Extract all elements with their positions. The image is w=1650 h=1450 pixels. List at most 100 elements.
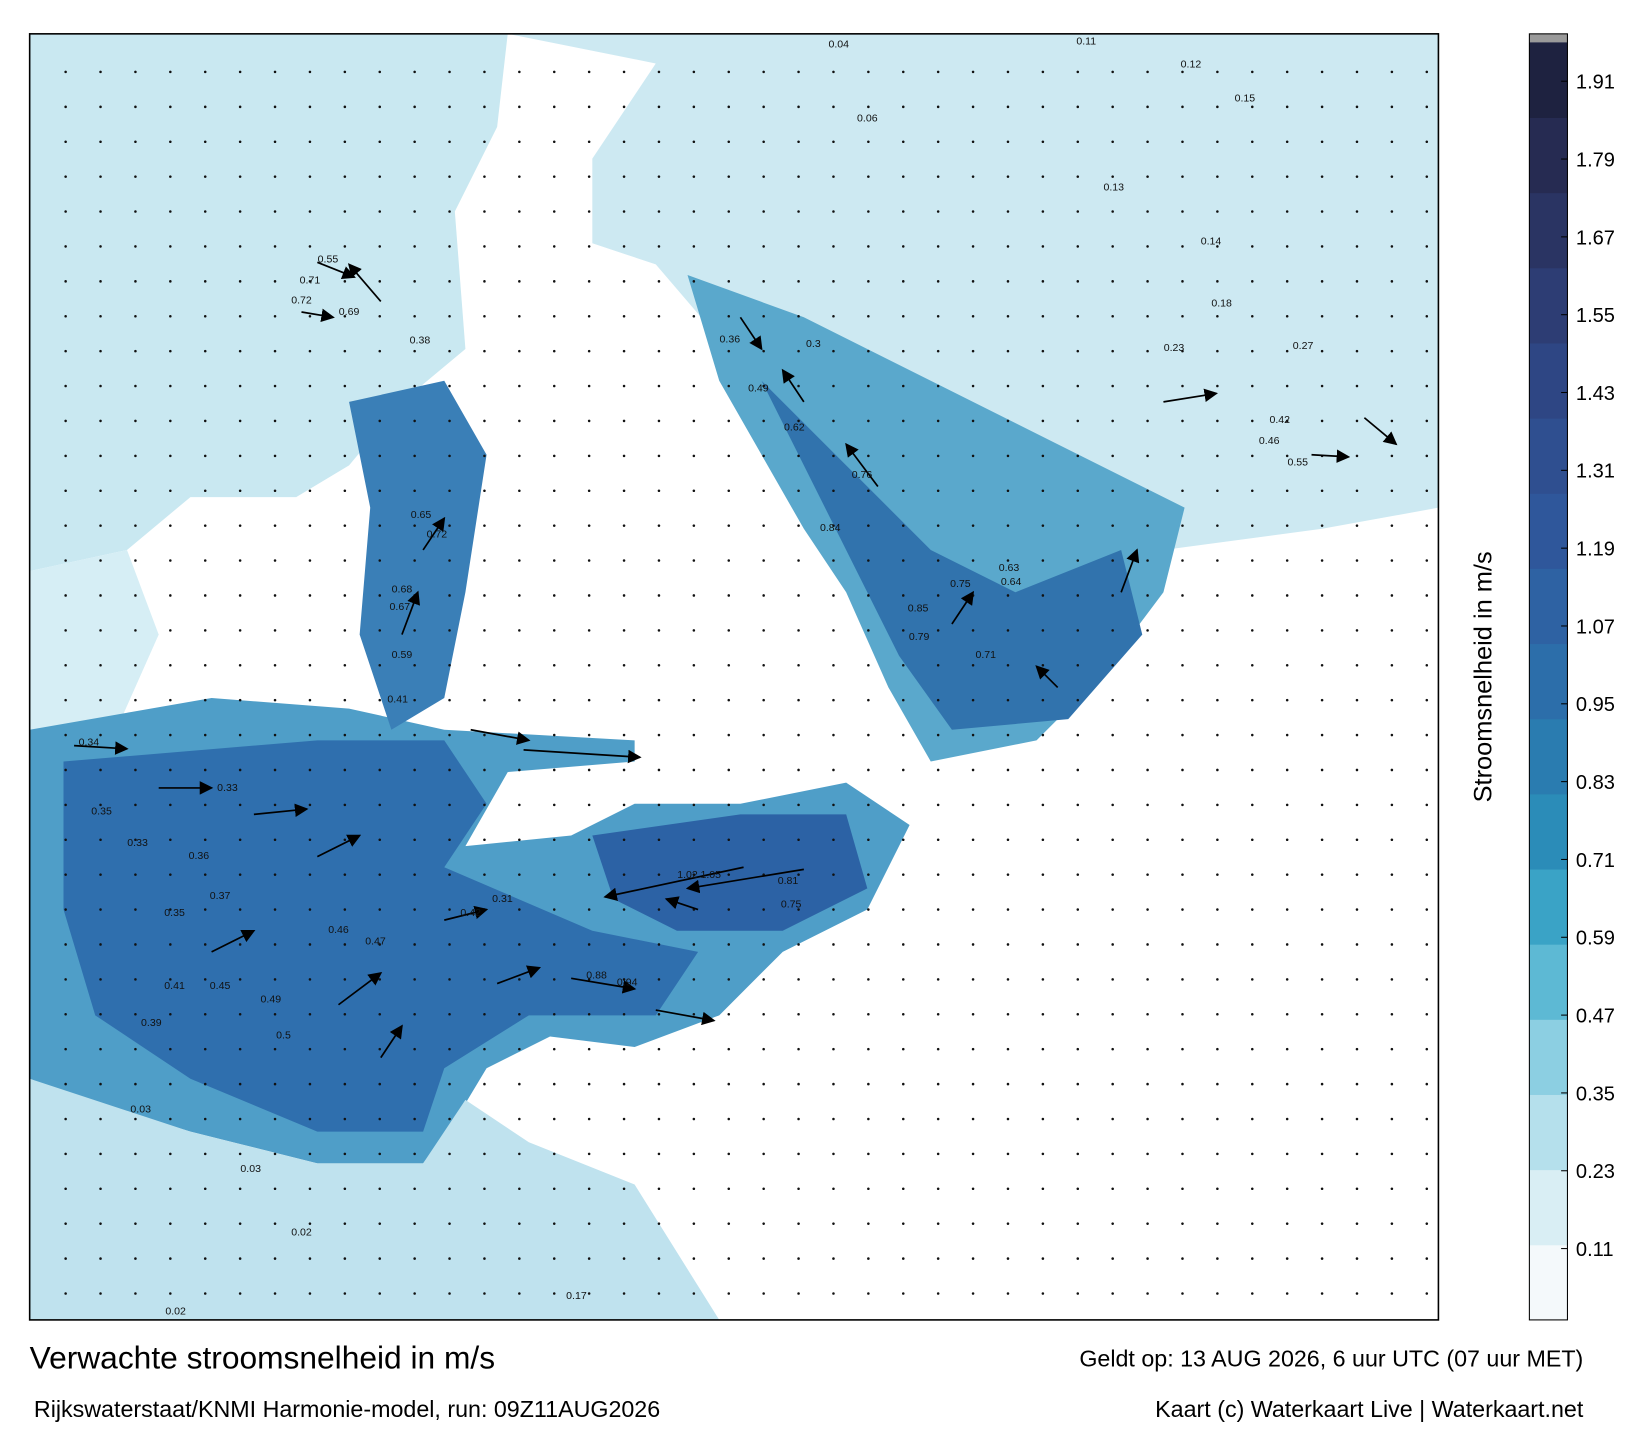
grid-dot bbox=[1425, 698, 1429, 702]
grid-dot bbox=[483, 1152, 486, 1156]
grid-dot bbox=[1216, 908, 1219, 911]
grid-dot bbox=[238, 663, 242, 667]
colorbar-band bbox=[1529, 1244, 1568, 1321]
grid-dot bbox=[273, 454, 277, 458]
grid-dot bbox=[727, 1187, 731, 1191]
grid-dot bbox=[1041, 908, 1045, 911]
grid-dot bbox=[657, 140, 661, 143]
grid-dot bbox=[832, 175, 835, 178]
grid-dot bbox=[1216, 629, 1219, 632]
grid-dot bbox=[483, 629, 486, 632]
grid-dot bbox=[1146, 454, 1149, 458]
grid-dot bbox=[378, 1047, 382, 1051]
grid-dot bbox=[1251, 210, 1254, 213]
grid-dot bbox=[832, 908, 835, 911]
grid-dot bbox=[1251, 838, 1254, 842]
grid-dot bbox=[64, 70, 67, 74]
grid-dot bbox=[518, 1292, 521, 1295]
grid-dot bbox=[1355, 733, 1359, 737]
grid-dot bbox=[308, 245, 312, 248]
grid-dot bbox=[413, 698, 416, 702]
grid-dot bbox=[762, 594, 765, 597]
grid-dot bbox=[134, 210, 137, 213]
grid-dot bbox=[64, 908, 67, 911]
grid-dot bbox=[797, 280, 800, 283]
grid-dot bbox=[971, 733, 975, 737]
grid-dot bbox=[657, 733, 661, 737]
grid-dot bbox=[169, 594, 172, 597]
grid-dot bbox=[378, 1082, 382, 1086]
grid-dot bbox=[1251, 733, 1254, 737]
grid-dot bbox=[1006, 803, 1010, 807]
grid-dot bbox=[99, 1117, 102, 1121]
grid-dot bbox=[134, 803, 137, 807]
grid-dot bbox=[134, 524, 137, 527]
grid-dot bbox=[1355, 1047, 1359, 1051]
grid-dot bbox=[448, 733, 451, 737]
grid-dot bbox=[901, 1222, 905, 1225]
grid-dot bbox=[622, 524, 626, 527]
grid-dot bbox=[622, 105, 626, 109]
grid-dot bbox=[1285, 733, 1289, 737]
grid-dot bbox=[1390, 1012, 1394, 1016]
grid-dot bbox=[1390, 1292, 1394, 1295]
grid-dot bbox=[622, 245, 626, 248]
grid-dot bbox=[483, 1047, 486, 1051]
grid-dot bbox=[378, 314, 382, 318]
grid-dot bbox=[64, 629, 67, 632]
grid-dot bbox=[343, 70, 347, 74]
speed-label: 0.23 bbox=[1164, 342, 1185, 354]
grid-dot bbox=[1181, 210, 1184, 213]
current-arrow bbox=[571, 977, 637, 994]
grid-dot bbox=[832, 1152, 835, 1156]
grid-dot bbox=[343, 629, 347, 632]
grid-dot bbox=[552, 1152, 556, 1156]
colorbar-label: Stroomsnelheid in m/s bbox=[1469, 551, 1497, 802]
grid-dot bbox=[99, 175, 102, 178]
grid-dot bbox=[99, 280, 102, 283]
grid-dot bbox=[1285, 419, 1289, 423]
grid-dot bbox=[1006, 873, 1010, 876]
grid-dot bbox=[1111, 594, 1114, 597]
grid-dot bbox=[552, 1082, 556, 1086]
grid-dot bbox=[64, 105, 67, 109]
speed-label: 0.36 bbox=[189, 850, 210, 862]
grid-dot bbox=[657, 454, 661, 458]
grid-dot bbox=[273, 1222, 277, 1225]
grid-dot bbox=[657, 838, 661, 842]
grid-dot bbox=[1425, 663, 1429, 667]
grid-dot bbox=[832, 873, 835, 876]
grid-dot bbox=[1320, 698, 1324, 702]
grid-dot bbox=[1076, 873, 1080, 876]
current-arrow bbox=[301, 308, 335, 323]
grid-dot bbox=[692, 838, 696, 842]
grid-dot bbox=[1181, 559, 1184, 562]
grid-dot bbox=[1251, 698, 1254, 702]
grid-dot bbox=[901, 489, 905, 493]
grid-dot bbox=[1390, 559, 1394, 562]
grid-dot bbox=[1355, 1152, 1359, 1156]
grid-dot bbox=[1146, 663, 1149, 667]
grid-dot bbox=[134, 873, 137, 876]
grid-dot bbox=[99, 1012, 102, 1016]
grid-dot bbox=[99, 1152, 102, 1156]
grid-dot bbox=[622, 454, 626, 458]
grid-dot bbox=[1285, 943, 1289, 946]
grid-dot bbox=[1146, 1082, 1149, 1086]
grid-dot bbox=[867, 1117, 870, 1121]
grid-dot bbox=[518, 1082, 521, 1086]
grid-dot bbox=[1355, 978, 1359, 981]
current-arrow bbox=[1120, 548, 1140, 593]
grid-dot bbox=[1390, 175, 1394, 178]
speed-label: 0.37 bbox=[210, 890, 231, 902]
grid-dot bbox=[308, 1082, 312, 1086]
grid-dot bbox=[483, 245, 486, 248]
grid-dot bbox=[1355, 140, 1359, 143]
grid-dot bbox=[1216, 1222, 1219, 1225]
grid-dot bbox=[203, 803, 207, 807]
grid-dot bbox=[936, 175, 940, 178]
grid-dot bbox=[762, 489, 765, 493]
speed-label: 0.46 bbox=[1259, 435, 1280, 447]
grid-dot bbox=[1216, 384, 1219, 388]
